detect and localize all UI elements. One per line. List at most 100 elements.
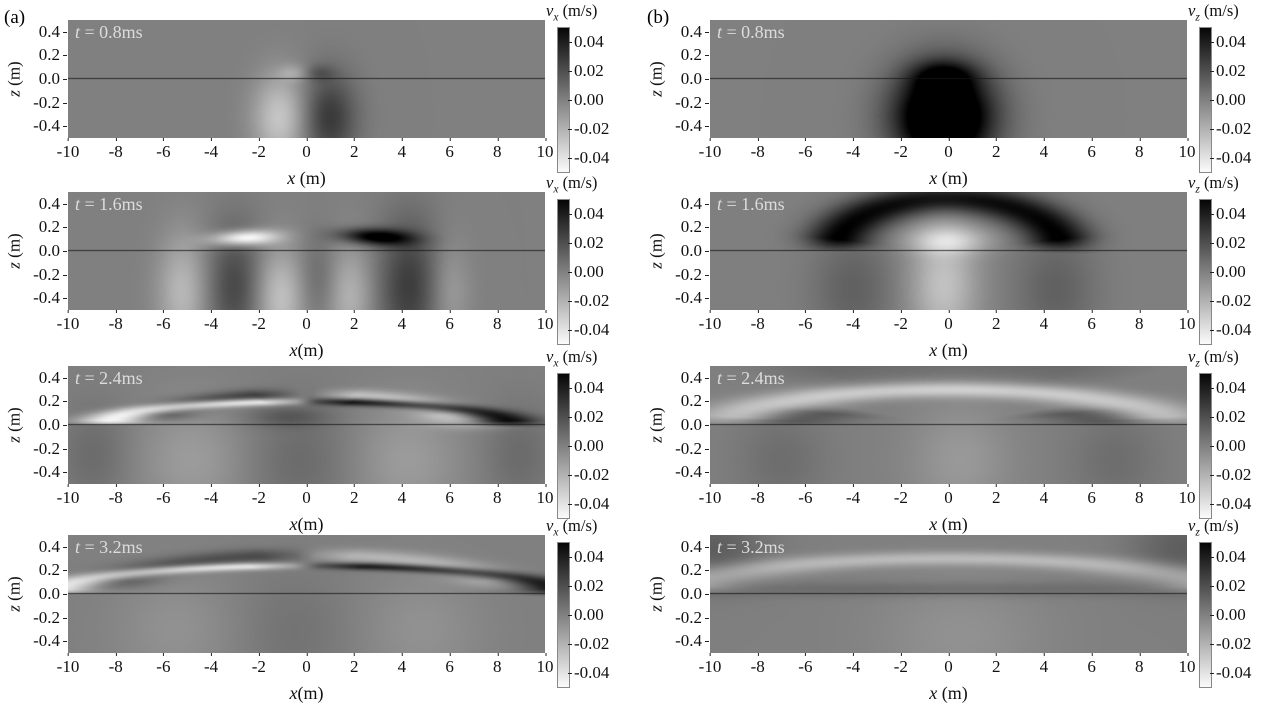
tick-label: 0.02 [1210, 407, 1246, 427]
tick-label: -10 [56, 484, 80, 507]
tick-label: 0.04 [1210, 204, 1246, 224]
x-axis-label: x (m) [287, 168, 326, 188]
tick-label: -0.2 [33, 264, 67, 284]
tick-label: 0.04 [1210, 378, 1246, 398]
tick-label: -4 [204, 653, 219, 676]
tick-label: -10 [698, 310, 722, 333]
tick-label: -0.04 [1209, 662, 1252, 682]
tick-label: 10 [536, 138, 554, 161]
time-label: t = 1.6ms [75, 194, 143, 214]
tick-label: -2 [893, 310, 908, 333]
colorbar-ticks: 0.04 0.02 0.00 -0.02 -0.04 [558, 28, 609, 172]
tick-label: 0.4 [38, 367, 68, 387]
x-axis-label: x(m) [289, 683, 324, 703]
heatmap-panel-a-row1: t = 0.8ms 0.4 0.2 0.0 -0.2 -0.4 z (m) -10 -8-… [5, 1, 609, 188]
tick-label: -6 [798, 138, 813, 161]
colorbar: 0.04 0.02 0.00 -0.02 -0.04 [557, 373, 609, 519]
tick-label: 0.2 [38, 45, 68, 65]
colorbar: 0.04 0.02 0.00 -0.02 -0.04 [1199, 199, 1251, 345]
tick-label: -0.4 [33, 116, 67, 136]
tick-label: 8 [493, 138, 502, 161]
time-label: t = 3.2ms [717, 537, 785, 557]
colorbar-label: vz (m/s) [1188, 347, 1239, 370]
heatmap-canvas [68, 535, 545, 653]
tick-label: 4 [1039, 138, 1049, 161]
tick-label: -0.02 [1209, 633, 1252, 653]
tick-label: 0.04 [568, 32, 604, 52]
colorbar-ticks: 0.04 0.02 0.00 -0.02 -0.04 [1200, 28, 1251, 172]
tick-label: 0.2 [38, 560, 68, 580]
tick-label: 4 [397, 310, 407, 333]
z-axis-label: z (m) [647, 407, 667, 443]
heatmap-canvas [710, 192, 1187, 310]
tick-label: 8 [493, 484, 502, 507]
tick-label: 2 [349, 484, 359, 507]
colorbar-ticks: 0.04 0.02 0.00 -0.02 -0.04 [1200, 543, 1251, 687]
x-axis-label: x (m) [929, 683, 968, 703]
tick-label: -8 [750, 138, 765, 161]
tick-label: -0.2 [675, 264, 709, 284]
tick-label: 10 [536, 484, 554, 507]
tick-label: -0.2 [33, 438, 67, 458]
tick-label: 0.02 [1210, 576, 1246, 596]
x-axis-ticks: -10 -8 -6 -4 -2 0 2 4 6 8 10 [57, 653, 554, 677]
tick-label: -10 [56, 653, 80, 676]
tick-label: -0.02 [1209, 290, 1252, 310]
heatmap-panel-b-row1: t = 0.8ms 0.4 0.2 0.0 -0.2 -0.4 z (m) -10 -8-… [647, 1, 1251, 188]
tick-label: 0 [944, 484, 953, 507]
heatmap-panel-a-row3: t = 2.4ms 0.4 0.2 0.0 -0.2 -0.4 z (m) -10 -8-… [5, 347, 609, 534]
z-axis-label: z (m) [647, 233, 667, 269]
tick-label: 0.2 [680, 45, 710, 65]
tick-label: 0.4 [38, 193, 68, 213]
tick-label: 2 [991, 653, 1001, 676]
tick-label: 4 [1039, 484, 1049, 507]
tick-label: 10 [1178, 310, 1196, 333]
tick-label: -2 [251, 310, 266, 333]
tick-label: 8 [1135, 138, 1144, 161]
tick-label: -8 [750, 310, 765, 333]
colorbar-label: vx (m/s) [546, 173, 598, 196]
tick-label: 8 [493, 653, 502, 676]
tick-label: -2 [251, 653, 266, 676]
colorbar-ticks: 0.04 0.02 0.00 -0.02 -0.04 [558, 374, 609, 518]
x-axis-ticks: -10 -8 -6 -4 -2 0 2 4 6 8 10 [57, 484, 554, 508]
tick-label: -10 [698, 653, 722, 676]
tick-label: -8 [108, 484, 123, 507]
tick-label: 0.0 [38, 69, 68, 88]
tick-label: 0.02 [568, 407, 604, 427]
colorbar-label: vz (m/s) [1188, 516, 1239, 539]
tick-label: -0.04 [567, 147, 610, 167]
x-axis-ticks: -10 -8 -6 -4 -2 0 2 4 6 8 10 [57, 138, 554, 162]
tick-label: 0.0 [38, 415, 68, 434]
tick-label: -6 [798, 653, 813, 676]
tick-label: 0.0 [680, 415, 710, 434]
tick-label: -2 [251, 138, 266, 161]
tick-label: -4 [204, 310, 219, 333]
time-label: t = 0.8ms [717, 22, 785, 42]
tick-label: 10 [536, 653, 554, 676]
tick-label: -0.4 [675, 631, 709, 651]
tick-label: -0.04 [1209, 493, 1252, 513]
tick-label: 0 [302, 484, 311, 507]
tick-label: 2 [991, 138, 1001, 161]
heatmap-canvas [68, 366, 545, 484]
colorbar-ticks: 0.04 0.02 0.00 -0.02 -0.04 [1200, 374, 1251, 518]
heatmap-panel-b-row4: t = 3.2ms 0.4 0.2 0.0 -0.2 -0.4 z (m) -10 -8-… [647, 516, 1251, 703]
tick-label: -4 [846, 653, 861, 676]
heatmap-canvas [68, 192, 545, 310]
tick-label: 0.00 [1210, 262, 1246, 281]
tick-label: 0.2 [680, 560, 710, 580]
tick-label: 8 [1135, 484, 1144, 507]
colorbar: 0.04 0.02 0.00 -0.02 -0.04 [557, 542, 609, 688]
x-axis-label: x (m) [929, 340, 968, 360]
tick-label: 0.02 [568, 576, 604, 596]
tick-label: -6 [156, 653, 171, 676]
tick-label: -0.4 [675, 288, 709, 308]
heatmap-panel-a-row4: t = 3.2ms 0.4 0.2 0.0 -0.2 -0.4 z (m) -10 -8-… [5, 516, 609, 703]
tick-label: -10 [698, 138, 722, 161]
tick-label: 4 [1039, 653, 1049, 676]
colorbar-label: vx (m/s) [546, 347, 598, 370]
x-axis-label: x (m) [929, 168, 968, 188]
tick-label: -4 [846, 310, 861, 333]
